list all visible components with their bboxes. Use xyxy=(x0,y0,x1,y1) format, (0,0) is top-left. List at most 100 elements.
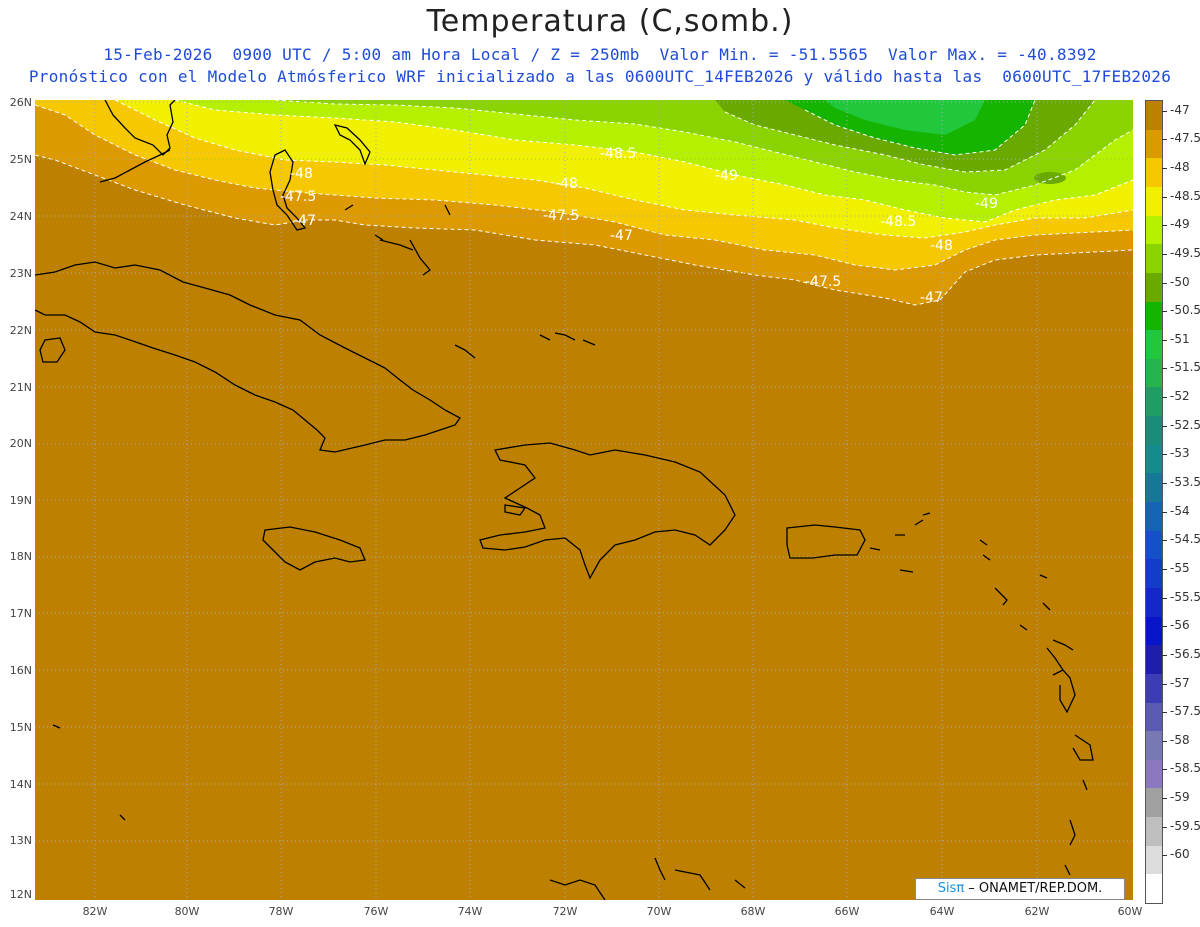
lat-label: 12N xyxy=(9,888,32,901)
colorbar-label: -54.5 xyxy=(1170,532,1200,547)
colorbar-tick xyxy=(1162,110,1167,112)
colorbar-tick xyxy=(1162,253,1167,255)
colorbar-tick xyxy=(1162,454,1167,456)
colorbar-segment xyxy=(1146,759,1162,789)
lat-label: 14N xyxy=(9,778,32,791)
temperature-map[interactable]: -48 -47.5 -47 -48.5 -48 -47.5 -47 -49 -4… xyxy=(35,100,1133,900)
contour-label: -48.5 xyxy=(880,214,916,230)
colorbar-tick xyxy=(1162,597,1167,599)
colorbar-tick xyxy=(1162,769,1167,771)
contour-label: -47.5 xyxy=(543,208,579,224)
colorbar-segment xyxy=(1146,587,1162,618)
lat-label: 24N xyxy=(9,210,32,223)
lon-label: 76W xyxy=(363,905,389,918)
model-info-line: Pronóstico con el Modelo Atmósferico WRF… xyxy=(28,67,1172,86)
lat-label: 18N xyxy=(9,550,32,563)
contour-lines xyxy=(35,100,1133,306)
chart-title: Temperatura (C,somb.) xyxy=(426,4,794,39)
colorbar-segment xyxy=(1146,874,1162,904)
forecast-info-line: 15-Feb-2026 0900 UTC / 5:00 am Hora Loca… xyxy=(103,45,1097,64)
colorbar-label: -60 xyxy=(1170,847,1190,862)
colorbar-label: -51.5 xyxy=(1170,360,1200,375)
colorbar-tick xyxy=(1162,196,1167,198)
colorbar-segment xyxy=(1146,101,1162,131)
colorbar-label: -48.5 xyxy=(1170,188,1200,203)
contour-value-labels: -48 -47.5 -47 -48.5 -48 -47.5 -47 -49 -4… xyxy=(280,146,998,306)
lat-label: 16N xyxy=(9,664,32,677)
colorbar-segment xyxy=(1146,845,1162,875)
colorbar-tick xyxy=(1162,654,1167,656)
colorbar-segment xyxy=(1146,330,1162,360)
virgin-islands xyxy=(869,512,931,551)
puerto-rico xyxy=(786,524,866,559)
colorbar-tick xyxy=(1162,225,1167,227)
lon-label: 80W xyxy=(174,905,200,918)
lat-label: 22N xyxy=(9,324,32,337)
colorbar-label: -53.5 xyxy=(1170,475,1200,489)
colorbar-tick xyxy=(1162,626,1167,628)
colorbar-segment xyxy=(1146,673,1162,703)
colorbar-label: -50.5 xyxy=(1170,303,1200,318)
colorbar-label: -59 xyxy=(1170,790,1190,805)
isla-juventud xyxy=(39,337,66,363)
contour-label: -47.5 xyxy=(805,274,841,290)
lat-label: 13N xyxy=(9,834,32,847)
graticule xyxy=(35,100,1133,900)
colorbar-segment xyxy=(1146,416,1162,446)
colorbar-segment xyxy=(1146,559,1162,589)
lat-label: 26N xyxy=(9,96,32,109)
blob-minus49 xyxy=(1034,172,1066,184)
colorbar-label: -50 xyxy=(1170,274,1190,289)
contour-label: -49 xyxy=(715,168,738,184)
colorbar-label: -57 xyxy=(1170,675,1190,690)
colorbar-label: -55 xyxy=(1170,560,1190,575)
colorbar-segment xyxy=(1146,645,1162,675)
lat-label: 19N xyxy=(9,494,32,507)
colorbar-label: -54 xyxy=(1170,503,1190,518)
credit-box: Sisπ – ONAMET/REP.DOM. xyxy=(915,878,1125,900)
colorbar-tick xyxy=(1162,826,1167,828)
colorbar-segment xyxy=(1146,444,1162,474)
colorbar-segment xyxy=(1146,272,1162,302)
colorbar-tick xyxy=(1162,397,1167,399)
credit-text: – ONAMET/REP.DOM. xyxy=(964,881,1103,896)
colorbar-segment xyxy=(1146,530,1162,560)
venezuela-coast xyxy=(549,857,746,900)
contour-label: -48 xyxy=(555,176,578,192)
colorbar-label: -52 xyxy=(1170,389,1190,404)
colorbar-label: -56.5 xyxy=(1170,646,1200,661)
lat-label: 17N xyxy=(9,607,32,620)
temperature-colorbar xyxy=(1145,100,1163,904)
lon-label: 60W xyxy=(1117,905,1143,918)
jamaica xyxy=(262,526,366,571)
bahamas-andros xyxy=(269,149,307,231)
colorbar-label: -56 xyxy=(1170,618,1190,633)
lat-label: 15N xyxy=(9,721,32,734)
bahamas-islands xyxy=(344,204,476,359)
colorbar-tick xyxy=(1162,798,1167,800)
lon-label: 64W xyxy=(929,905,955,918)
colorbar-tick xyxy=(1162,339,1167,341)
colorbar-tick xyxy=(1162,540,1167,542)
hispaniola xyxy=(479,442,736,580)
colorbar-tick xyxy=(1162,311,1167,313)
colorbar-tick xyxy=(1162,483,1167,484)
colorbar-segment xyxy=(1146,215,1162,245)
colorbar-tick xyxy=(1162,712,1167,714)
colorbar-tick xyxy=(1162,855,1167,857)
contour-label: -47 xyxy=(920,290,943,306)
contour-label: -48 xyxy=(930,238,953,254)
colorbar-label: -53 xyxy=(1170,446,1190,461)
sispi-logo-text: Sisπ xyxy=(937,881,965,896)
lon-label: 72W xyxy=(552,905,578,918)
colorbar-tick xyxy=(1162,683,1167,685)
colorbar-tick xyxy=(1162,368,1167,370)
colorbar-segment xyxy=(1146,129,1162,159)
lat-label: 20N xyxy=(9,437,32,450)
lat-label: 23N xyxy=(9,267,32,280)
colorbar-label: -58.5 xyxy=(1170,761,1200,776)
colorbar-label: -47.5 xyxy=(1170,131,1200,146)
bahamas-eleuthera xyxy=(333,124,371,166)
lon-label: 78W xyxy=(268,905,294,918)
colorbar-segment xyxy=(1146,358,1162,388)
